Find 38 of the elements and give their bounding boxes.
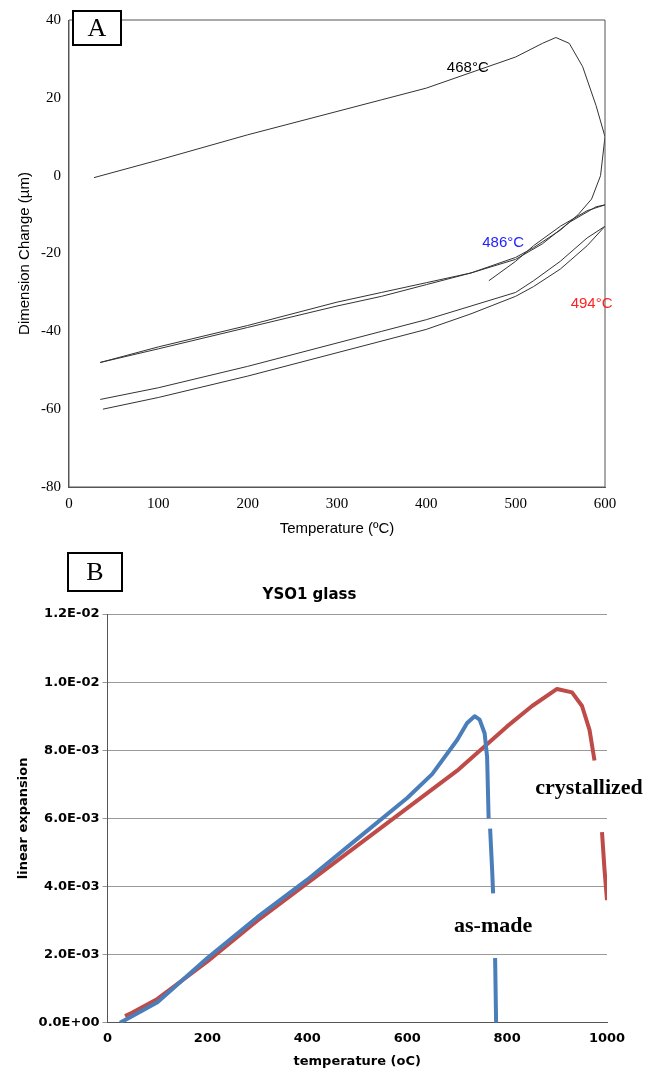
annotation: crystallized	[535, 773, 643, 799]
x-tick-label: 800	[493, 1029, 521, 1045]
x-tick-label: 400	[415, 494, 438, 511]
x-tick-label: 400	[293, 1029, 321, 1045]
y-tick-label: 1.0E-02	[44, 673, 100, 689]
chart-title: YSO1 glass	[261, 584, 357, 603]
x-tick-label: 300	[325, 494, 349, 511]
x-tick-label: 1000	[588, 1029, 626, 1045]
y-tick-label: 0.0E+00	[38, 1014, 100, 1030]
y-tick-label: 8.0E-03	[44, 741, 100, 757]
annotation: A	[72, 10, 122, 46]
x-tick-label: 200	[193, 1029, 221, 1045]
y-tick-label: -40	[41, 322, 61, 339]
x-tick-label: 600	[393, 1029, 421, 1045]
x-tick-label: 600	[593, 494, 617, 511]
y-tick-label: -60	[41, 400, 61, 417]
x-axis-title: temperature (oC)	[293, 1052, 421, 1068]
x-tick-label: 500	[504, 494, 527, 511]
annotation: 486°C	[482, 233, 525, 251]
y-axis-title: linear expansion	[15, 757, 31, 880]
x-tick-label: 200	[236, 494, 259, 511]
y-tick-label: 4.0E-03	[44, 877, 100, 893]
text: B	[67, 552, 123, 592]
y-tick-label: -80	[41, 477, 61, 494]
y-tick-label: 40	[46, 10, 61, 27]
annotation: 494°C	[570, 294, 613, 312]
y-tick-label: 2.0E-03	[44, 946, 100, 962]
y-axis-title: Dimension Change (µm)	[15, 172, 33, 335]
y-tick-label: 1.2E-02	[44, 605, 100, 621]
y-tick-label: 0	[53, 166, 61, 183]
y-tick-label: 6.0E-03	[44, 809, 100, 825]
x-tick-label: 0	[102, 1029, 113, 1045]
annotation: 468°C	[446, 58, 489, 76]
y-tick-label: -20	[41, 244, 61, 261]
annotation: as-made	[454, 911, 533, 937]
x-tick-label: 100	[147, 494, 170, 511]
y-tick-label: 20	[46, 88, 61, 105]
x-axis-title: Temperature (ºC)	[279, 519, 395, 537]
